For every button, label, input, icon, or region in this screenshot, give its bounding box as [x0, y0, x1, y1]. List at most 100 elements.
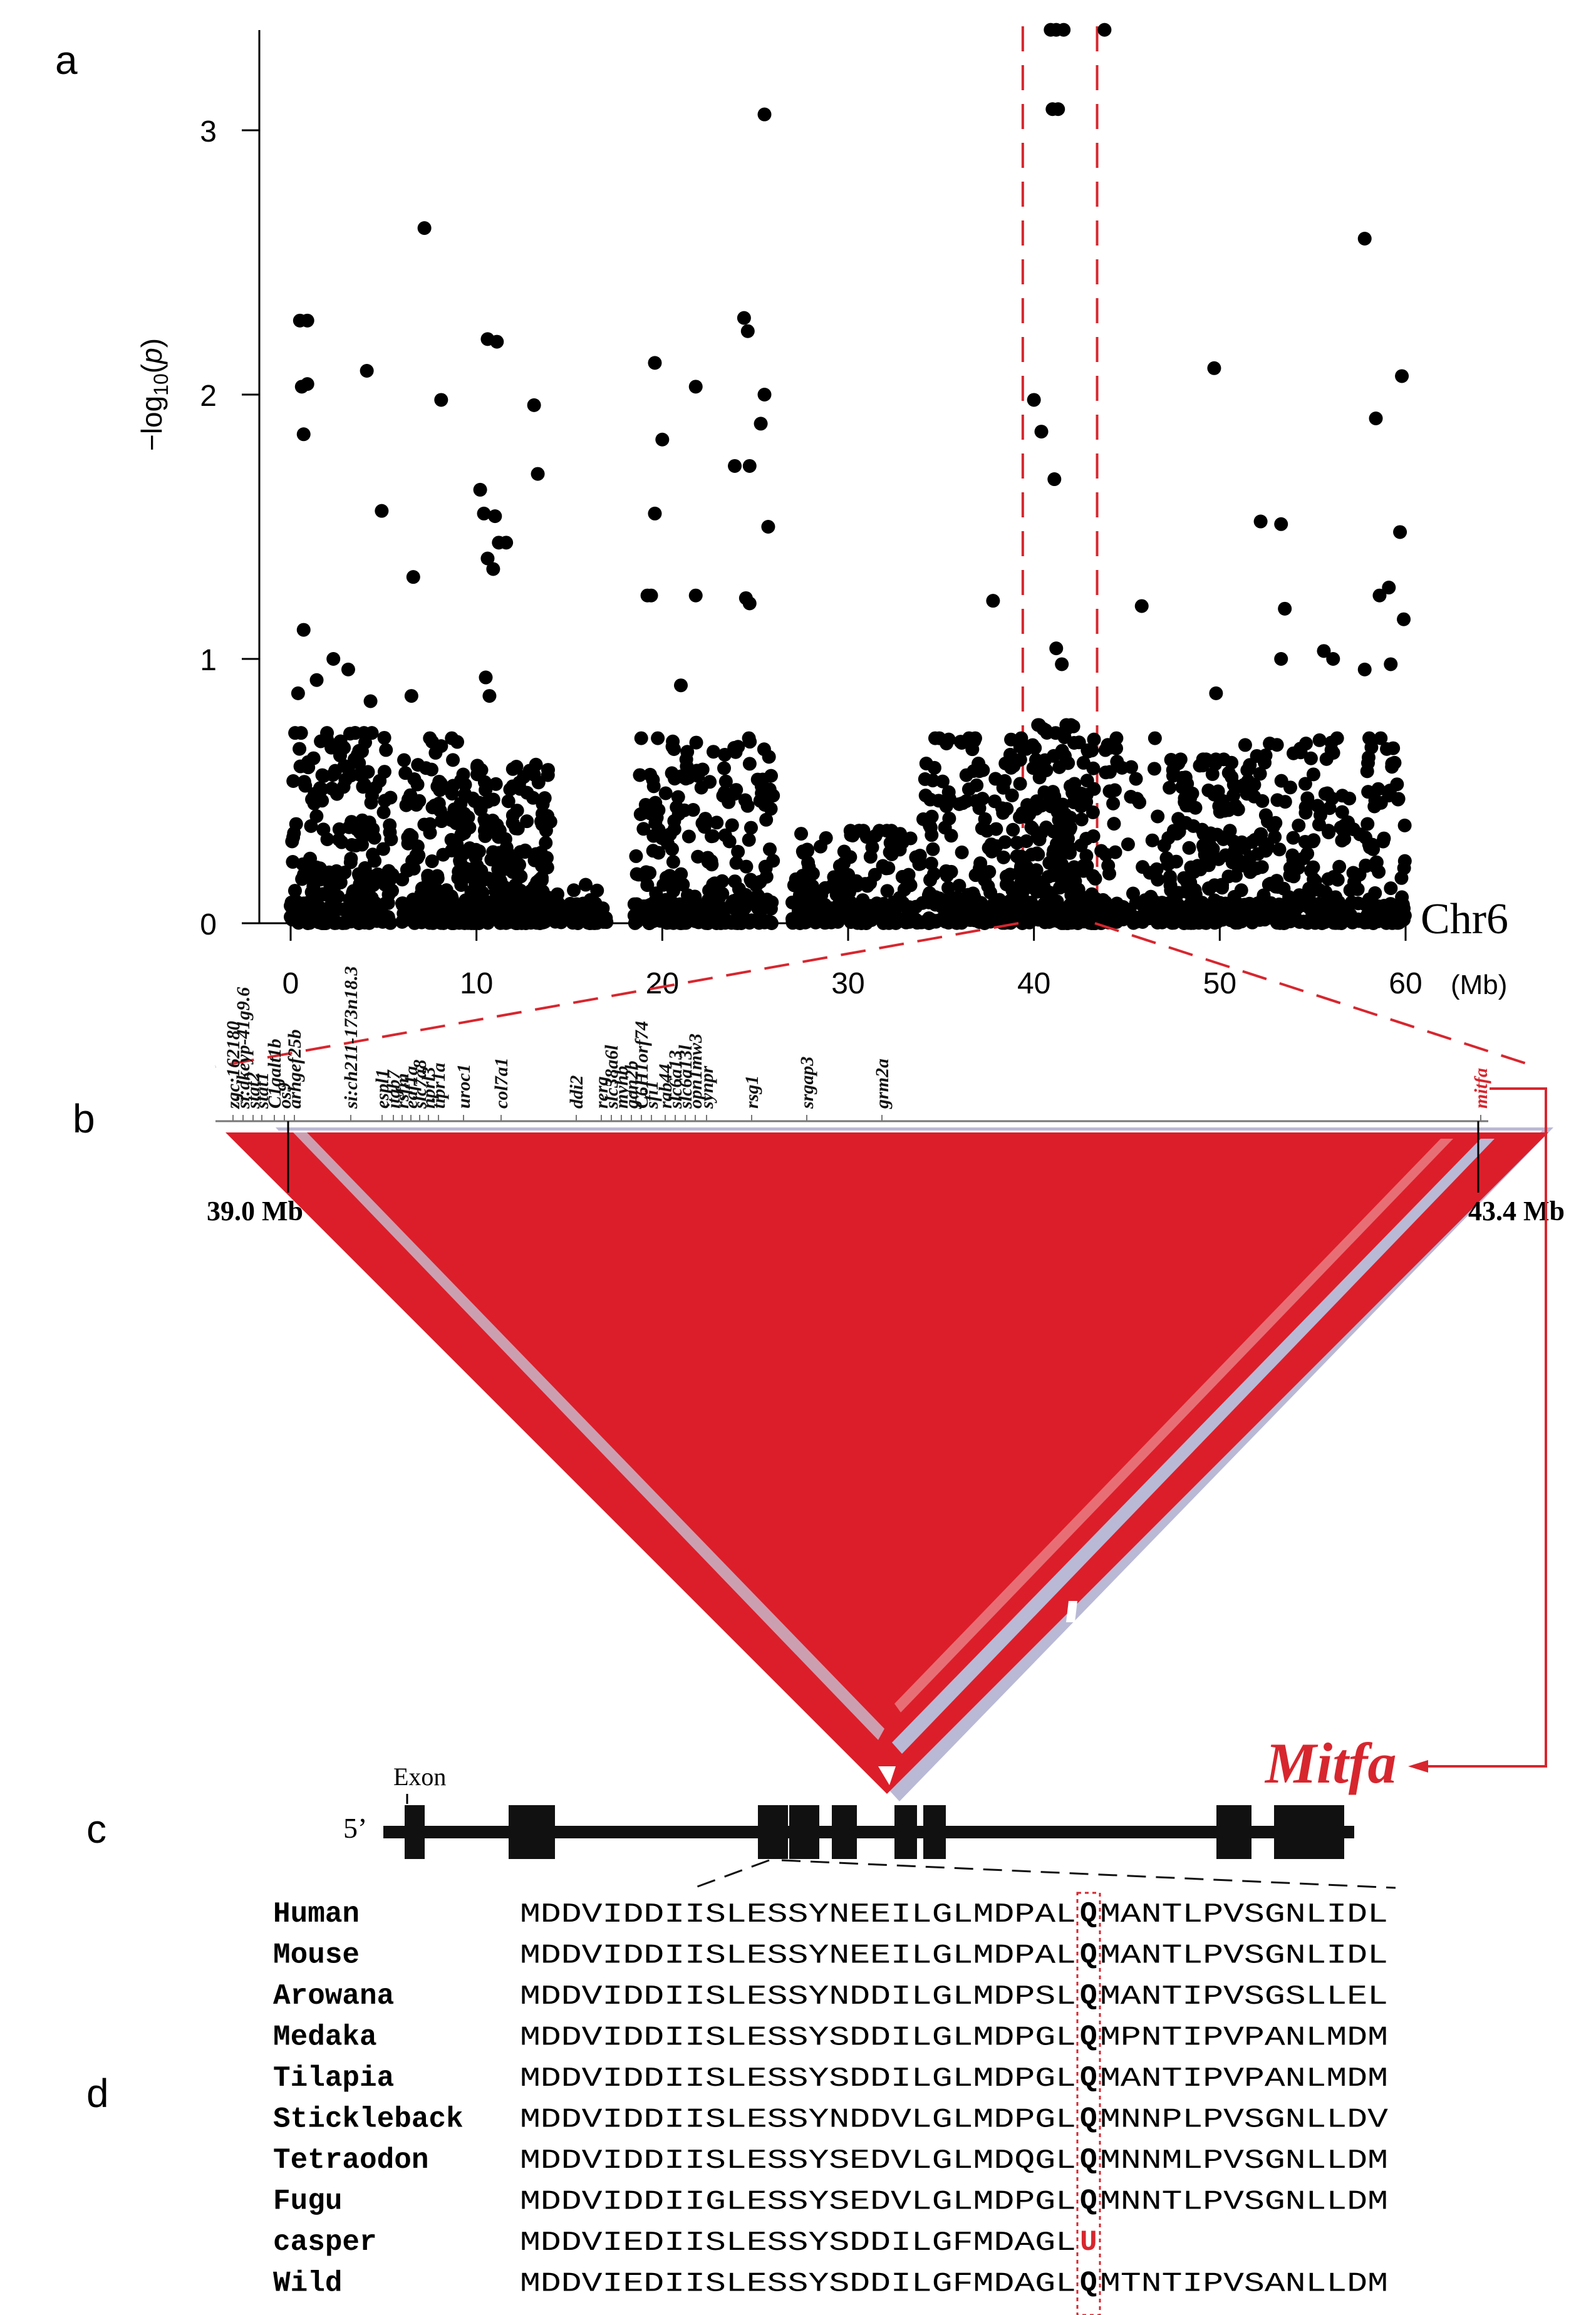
- data-point: [1260, 814, 1275, 829]
- data-point: [313, 781, 328, 795]
- data-point: [1278, 601, 1292, 616]
- data-point: [754, 417, 768, 431]
- data-point: [825, 879, 839, 893]
- zoom-line-left: [215, 922, 1019, 1068]
- data-point: [298, 779, 313, 793]
- data-point: [454, 878, 469, 892]
- species-name: Wild: [273, 2267, 342, 2300]
- data-point: [706, 829, 720, 843]
- gene-label: si:ch211-173n18.3: [341, 966, 361, 1109]
- data-point: [1047, 472, 1062, 487]
- data-point: [510, 804, 524, 818]
- data-point: [925, 809, 939, 824]
- data-point: [757, 742, 771, 757]
- data-point: [939, 799, 953, 814]
- data-point: [1353, 827, 1367, 842]
- data-point: [1306, 767, 1320, 782]
- data-point: [671, 790, 685, 804]
- data-point: [324, 781, 339, 795]
- data-point: [1029, 802, 1044, 816]
- data-point: [1013, 752, 1027, 767]
- data-point: [381, 910, 395, 924]
- data-point: [355, 744, 369, 759]
- data-point: [1074, 812, 1089, 827]
- data-point: [756, 787, 770, 802]
- data-point: [680, 745, 695, 759]
- data-point: [1270, 738, 1284, 752]
- data-point: [1071, 883, 1086, 897]
- data-point: [686, 803, 700, 817]
- exon-label: Exon: [393, 1763, 446, 1791]
- data-point: [674, 867, 688, 881]
- gene-label: rsfm: [392, 1073, 413, 1109]
- data-point: [298, 857, 313, 871]
- data-point: [326, 652, 341, 666]
- data-point: [926, 842, 940, 856]
- highlighted-residue: U: [1080, 2226, 1097, 2259]
- data-point: [304, 819, 318, 833]
- data-point: [972, 801, 987, 816]
- data-point: [759, 869, 774, 884]
- species-name: Fugu: [273, 2185, 342, 2218]
- gene-ticks: [232, 1115, 1481, 1121]
- data-point: [453, 797, 468, 811]
- x-tick-label: 50: [1203, 967, 1236, 1000]
- data-point: [1300, 846, 1315, 861]
- y-tick-label: 1: [200, 644, 217, 677]
- y-tick-label: 2: [200, 380, 217, 413]
- data-point: [1057, 23, 1071, 37]
- data-point: [1335, 805, 1349, 819]
- data-point: [514, 869, 528, 884]
- data-point: [359, 827, 373, 842]
- ld-light-band-right: [892, 1139, 1495, 1754]
- data-point: [296, 427, 311, 442]
- data-point: [1366, 842, 1381, 856]
- data-point: [666, 854, 680, 869]
- ld-tip-white: [878, 1766, 896, 1785]
- data-point: [531, 467, 545, 481]
- data-point: [1361, 750, 1376, 765]
- gene-label: os9: [274, 1082, 295, 1109]
- data-point: [1393, 525, 1407, 539]
- data-point: [332, 832, 346, 847]
- data-point: [629, 849, 643, 863]
- data-point: [998, 774, 1012, 788]
- data-point: [415, 881, 429, 896]
- data-point: [956, 796, 970, 811]
- data-point: [1106, 796, 1121, 811]
- data-point: [1324, 735, 1339, 750]
- data-point: [288, 884, 302, 898]
- data-point: [716, 789, 730, 803]
- data-point: [986, 594, 1000, 608]
- data-point: [596, 901, 610, 916]
- data-point: [729, 783, 744, 797]
- data-point: [1298, 805, 1313, 820]
- gene-label: col7a1: [491, 1057, 512, 1109]
- data-point: [863, 849, 878, 864]
- data-point: [488, 509, 502, 524]
- data-point: [364, 795, 378, 810]
- data-point: [1076, 859, 1091, 873]
- data-point: [981, 879, 995, 894]
- data-point: [368, 854, 382, 868]
- data-point: [1322, 801, 1337, 816]
- data-point: [976, 763, 990, 777]
- data-point: [718, 774, 733, 789]
- data-point: [456, 767, 470, 782]
- five-prime-label: 5’: [343, 1812, 367, 1844]
- data-point: [1037, 785, 1052, 799]
- data-point: [1161, 857, 1175, 872]
- data-point: [526, 790, 541, 805]
- zoom-dash-left: [693, 1859, 770, 1889]
- data-point: [742, 458, 757, 473]
- right-boundary-label: 43.4 Mb: [1468, 1196, 1565, 1226]
- data-point: [646, 773, 660, 787]
- data-point: [794, 827, 809, 841]
- data-point: [1235, 779, 1249, 794]
- data-point: [744, 873, 758, 887]
- data-point: [739, 859, 754, 874]
- data-point: [759, 812, 774, 827]
- highlighted-residue: Q: [1080, 2267, 1097, 2300]
- data-point: [1397, 901, 1411, 916]
- data-point: [357, 871, 371, 885]
